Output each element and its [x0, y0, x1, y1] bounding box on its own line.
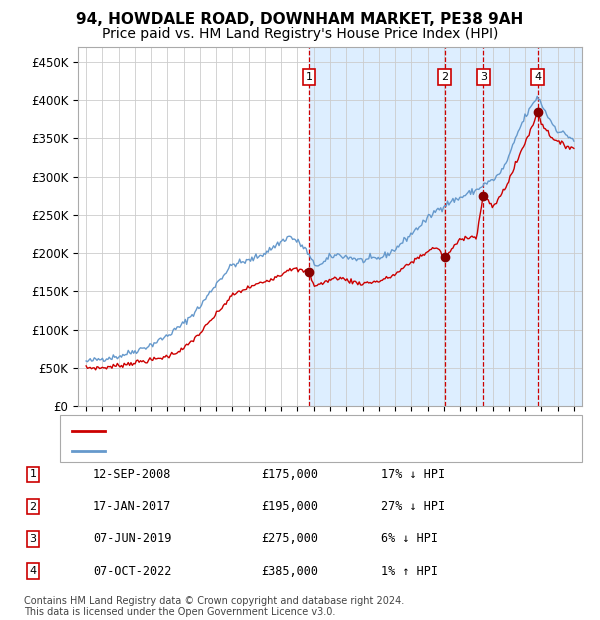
Text: 27% ↓ HPI: 27% ↓ HPI — [381, 500, 445, 513]
Text: 4: 4 — [29, 566, 37, 576]
Text: 2: 2 — [441, 72, 448, 82]
Text: 3: 3 — [480, 72, 487, 82]
Text: Price paid vs. HM Land Registry's House Price Index (HPI): Price paid vs. HM Land Registry's House … — [102, 27, 498, 41]
Text: 1% ↑ HPI: 1% ↑ HPI — [381, 565, 438, 577]
Text: 6% ↓ HPI: 6% ↓ HPI — [381, 533, 438, 545]
Bar — [309, 46, 582, 406]
Text: 4: 4 — [534, 72, 541, 82]
Text: 3: 3 — [29, 534, 37, 544]
Text: 2: 2 — [29, 502, 37, 512]
Text: 17-JAN-2017: 17-JAN-2017 — [93, 500, 172, 513]
Text: HPI: Average price, detached house, King's Lynn and West Norfolk: HPI: Average price, detached house, King… — [111, 446, 472, 456]
Text: 07-JUN-2019: 07-JUN-2019 — [93, 533, 172, 545]
Text: 17% ↓ HPI: 17% ↓ HPI — [381, 468, 445, 481]
Text: £275,000: £275,000 — [261, 533, 318, 545]
Text: £385,000: £385,000 — [261, 565, 318, 577]
Text: £175,000: £175,000 — [261, 468, 318, 481]
Text: 1: 1 — [29, 469, 37, 479]
Text: 07-OCT-2022: 07-OCT-2022 — [93, 565, 172, 577]
Text: 1: 1 — [305, 72, 313, 82]
Text: This data is licensed under the Open Government Licence v3.0.: This data is licensed under the Open Gov… — [24, 607, 335, 617]
Text: 12-SEP-2008: 12-SEP-2008 — [93, 468, 172, 481]
Text: 94, HOWDALE ROAD, DOWNHAM MARKET, PE38 9AH (detached house): 94, HOWDALE ROAD, DOWNHAM MARKET, PE38 9… — [111, 426, 500, 436]
Text: 94, HOWDALE ROAD, DOWNHAM MARKET, PE38 9AH: 94, HOWDALE ROAD, DOWNHAM MARKET, PE38 9… — [76, 12, 524, 27]
Text: Contains HM Land Registry data © Crown copyright and database right 2024.: Contains HM Land Registry data © Crown c… — [24, 596, 404, 606]
Text: £195,000: £195,000 — [261, 500, 318, 513]
